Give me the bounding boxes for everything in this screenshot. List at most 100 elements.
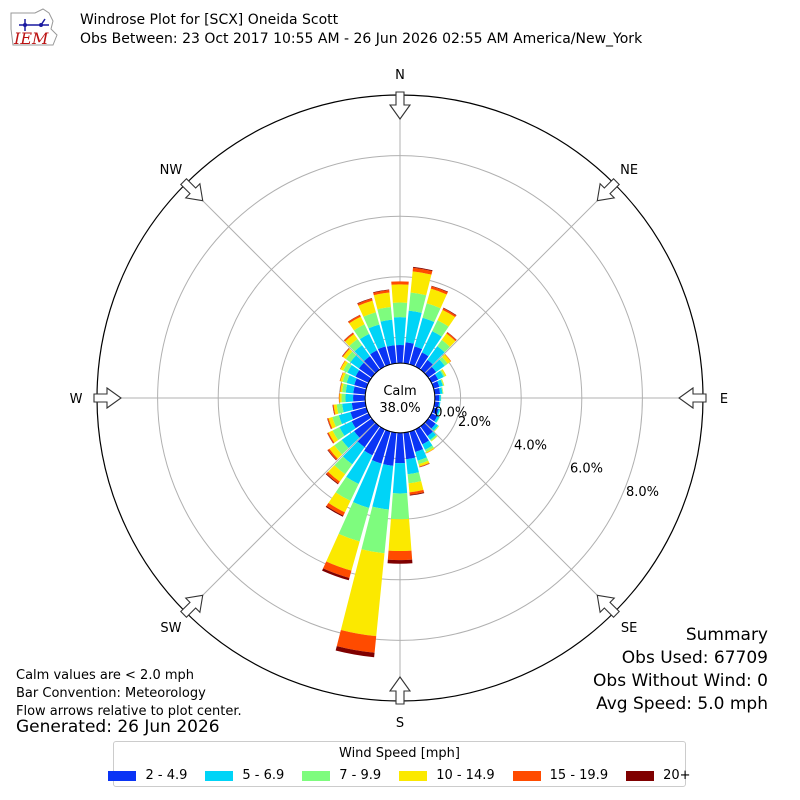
bar-segment-150-bin4	[426, 448, 435, 454]
bar-segment-180-bin3	[388, 518, 412, 552]
bar-segment-40-bin2	[437, 339, 450, 353]
bar-segment-190-bin2	[361, 506, 389, 554]
bar-segment-340-bin2	[363, 312, 380, 329]
compass-label-nw: NW	[160, 163, 183, 178]
bar-segment-240-bin3	[328, 430, 339, 443]
bar-segment-220-bin1	[342, 441, 365, 465]
bar-segment-270-bin4	[338, 393, 340, 403]
bar-segment-40-bin4	[446, 332, 457, 342]
flow-note: Flow arrows relative to plot center.	[16, 704, 242, 719]
bar-segment-210-bin2	[335, 476, 359, 501]
bar-segment-160-bin5	[419, 463, 430, 468]
bar-segment-210-bin0	[364, 426, 385, 456]
bar-segment-10-bin3	[410, 271, 432, 296]
calm-label: Calm	[383, 384, 416, 399]
chart-subtitle: Obs Between: 23 Oct 2017 10:55 AM - 26 J…	[80, 31, 643, 47]
bar-segment-150-bin3	[426, 447, 435, 454]
bar-segment-220-bin2	[334, 456, 353, 475]
bar-segment-90-bin0	[434, 395, 440, 401]
compass-label-n: N	[395, 68, 405, 83]
bar-segment-20-bin3	[426, 288, 447, 309]
bar-segment-200-bin3	[326, 533, 360, 571]
bar-segment-70-bin0	[431, 381, 440, 389]
bar-segment-310-bin0	[358, 362, 376, 378]
chart-title-block: Windrose Plot for [SCX] Oneida Scott Obs…	[80, 11, 642, 49]
bar-segment-180-bin2	[390, 493, 410, 520]
legend-item-1: 5 - 6.9	[205, 768, 284, 783]
bar-segment-320-bin1	[354, 345, 370, 362]
bar-segment-100-bin0	[433, 401, 440, 408]
bar-segment-130-bin1	[431, 423, 439, 431]
bar-segment-350-bin2	[377, 306, 393, 322]
bar-segment-260-bin2	[336, 403, 344, 414]
bar-segment-80-bin0	[433, 388, 441, 395]
bar-segment-120-bin0	[428, 413, 438, 422]
bar-segment-30-bin3	[437, 309, 456, 327]
bar-segment-60-bin1	[435, 370, 444, 380]
bar-segment-300-bin0	[355, 370, 372, 383]
notes-block: Calm values are < 2.0 mph Bar Convention…	[16, 667, 242, 721]
bar-segment-330-bin2	[353, 324, 370, 340]
summary-title: Summary	[685, 625, 768, 645]
compass-label-se: SE	[621, 621, 637, 636]
bar-segment-30-bin5	[443, 307, 457, 316]
legend-swatch-3	[399, 770, 428, 781]
bar-segment-310-bin2	[345, 351, 357, 363]
bar-segment-150-bin2	[424, 445, 434, 453]
bar-segment-310-bin5	[341, 348, 350, 357]
bar-segment-250-bin3	[328, 417, 336, 429]
grid-spoke	[399, 397, 615, 613]
bar-segment-340-bin4	[357, 298, 373, 306]
legend-title: Wind Speed [mph]	[339, 746, 460, 761]
legend-swatch-0	[108, 770, 137, 781]
bar-segment-120-bin2	[436, 416, 440, 423]
bar-segment-80-bin1	[439, 387, 443, 394]
bar-segment-230-bin2	[334, 439, 349, 455]
compass-label-w: W	[70, 392, 83, 407]
bar-segment-60-bin2	[440, 369, 446, 377]
bar-segment-210-bin3	[328, 492, 351, 513]
bar-segment-190-bin1	[372, 464, 394, 510]
iem-logo: IEM	[10, 8, 58, 48]
bar-segment-280-bin3	[340, 383, 344, 393]
bar-segment-150-bin1	[422, 440, 433, 450]
legend-item-2: 7 - 9.9	[302, 768, 381, 783]
bar-segment-320-bin0	[364, 356, 380, 374]
bar-segment-40-bin1	[427, 346, 445, 365]
bar-segment-10-bin5	[413, 266, 433, 272]
bar-segment-300-bin2	[343, 362, 352, 373]
bar-segment-270-bin0	[353, 394, 366, 402]
bar-segment-150-bin0	[415, 426, 430, 445]
legend-label-2: 7 - 9.9	[339, 768, 382, 783]
bar-segment-10-bin1	[405, 310, 422, 344]
bar-segment-170-bin0	[403, 431, 416, 460]
bar-segment-10-bin4	[412, 267, 433, 275]
legend-items: 2 - 4.9 5 - 6.9 7 - 9.9 10 - 14.9 15 - 19.9 2…	[108, 768, 691, 783]
bar-segment-350-bin4	[373, 290, 390, 296]
bar-segment-330-bin4	[348, 315, 361, 324]
bar-segment-200-bin5	[322, 568, 350, 581]
bar-segment-20-bin1	[414, 317, 435, 350]
bar-segment-50-bin4	[444, 353, 452, 362]
legend-item-3: 10 - 14.9	[399, 768, 495, 783]
legend: Wind Speed [mph] 2 - 4.9 5 - 6.9 7 - 9.9 10…	[108, 741, 691, 787]
bar-segment-110-bin1	[436, 408, 441, 416]
bar-segment-260-bin4	[332, 404, 336, 415]
bar-segment-250-bin1	[338, 411, 354, 425]
bar-segment-220-bin3	[328, 465, 346, 482]
bar-segment-270-bin3	[339, 393, 342, 403]
bar-segment-200-bin4	[323, 561, 352, 578]
bar-segment-290-bin1	[346, 375, 357, 386]
bar-segment-70-bin1	[437, 379, 443, 387]
bar-segment-160-bin3	[418, 460, 430, 467]
bar-segment-200-bin0	[371, 429, 391, 464]
bar-segment-240-bin2	[332, 427, 345, 441]
bar-segment-350-bin5	[373, 289, 390, 293]
bar-segment-160-bin4	[419, 462, 430, 468]
flow-arrow-nw	[180, 178, 204, 202]
legend-swatch-2	[302, 770, 331, 781]
legend-item-0: 2 - 4.9	[108, 768, 187, 783]
bar-segment-180-bin0	[395, 432, 405, 464]
bar-segment-230-bin4	[327, 448, 338, 461]
